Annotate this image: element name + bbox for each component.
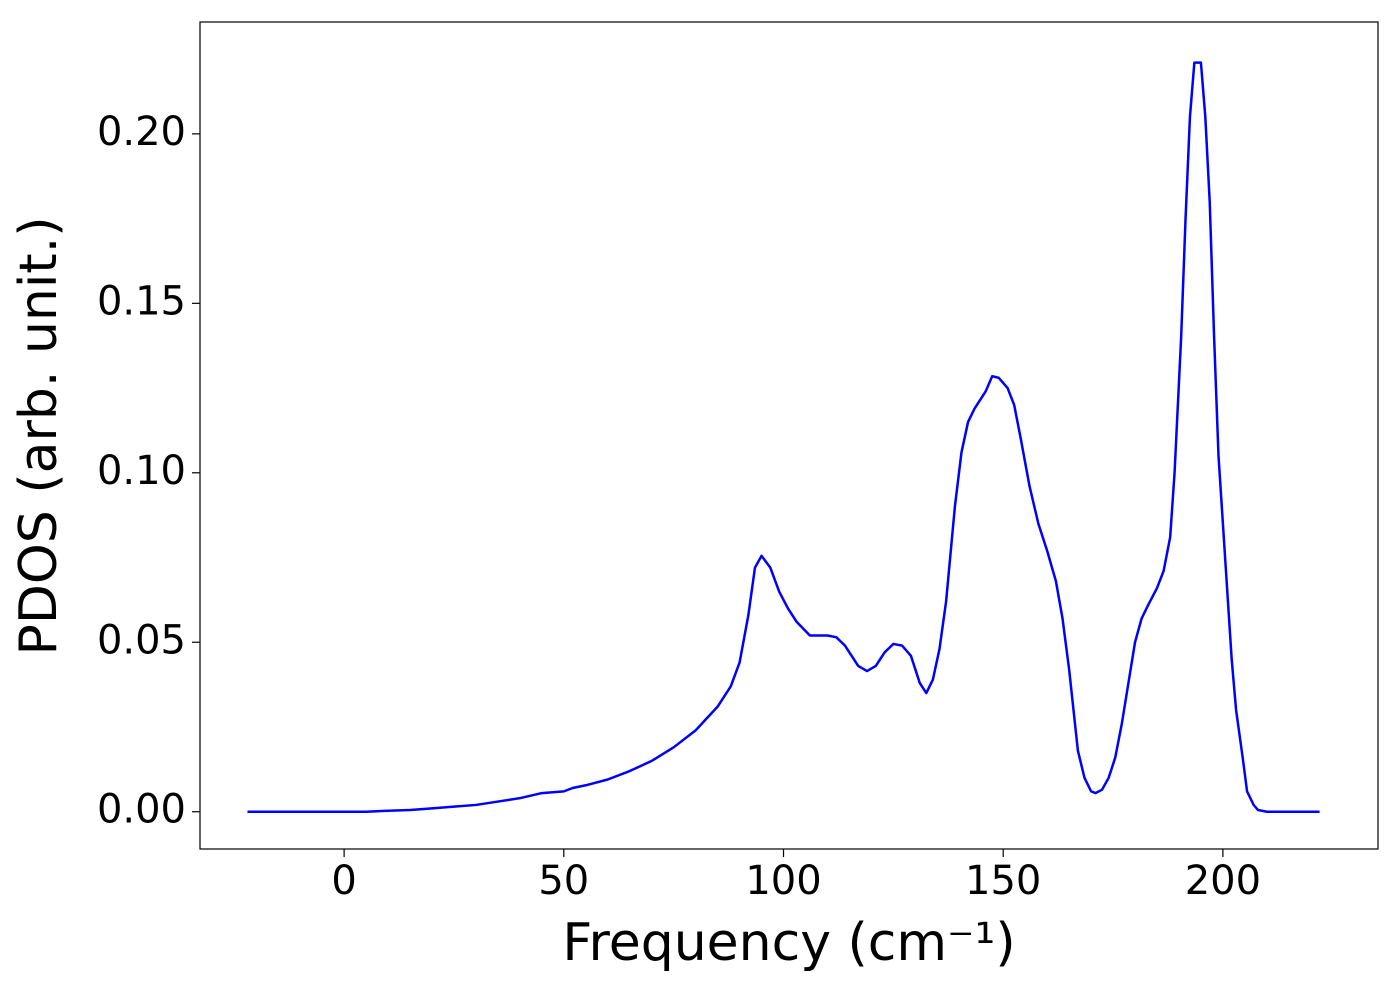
y-tick-label: 0.10 bbox=[97, 448, 186, 494]
x-axis-label: Frequency (cm⁻¹) bbox=[562, 913, 1015, 973]
x-tick-label: 0 bbox=[331, 858, 356, 904]
y-tick-label: 0.15 bbox=[97, 278, 186, 324]
x-tick-label: 200 bbox=[1185, 858, 1261, 904]
data-line bbox=[247, 61, 1320, 813]
y-tick-label: 0.00 bbox=[97, 787, 186, 833]
x-tick-label: 50 bbox=[538, 858, 589, 904]
plot-frame bbox=[199, 21, 1379, 850]
y-axis-label: PDOS (arb. unit.) bbox=[9, 216, 69, 655]
y-tick-label: 0.05 bbox=[97, 617, 186, 663]
x-tick-label: 150 bbox=[965, 858, 1041, 904]
y-tick-label: 0.20 bbox=[97, 109, 186, 155]
x-tick-label: 100 bbox=[745, 858, 821, 904]
